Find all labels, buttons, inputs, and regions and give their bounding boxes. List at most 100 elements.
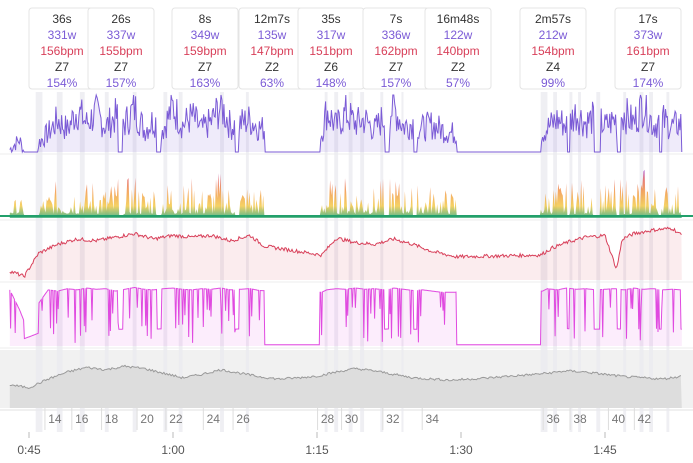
interval-card[interactable]: 35s 317w 151bpm Z6 148% <box>297 7 365 90</box>
lap-label: 24 <box>207 412 221 426</box>
interval-band <box>596 92 601 432</box>
interval-card[interactable]: 26s 337w 155bpm Z7 157% <box>87 7 155 90</box>
interval-card-box <box>87 7 155 90</box>
interval-cards: 36s 331w 156bpm Z7 154% 26s 337w 155bpm Z7 157% 8s… <box>28 7 682 90</box>
lap-label: 36 <box>546 412 560 426</box>
interval-duration: 12m7s <box>254 12 290 26</box>
interval-power: 122w <box>444 28 473 42</box>
hr-zone-fill <box>9 169 682 218</box>
interval-card-box <box>424 7 492 90</box>
lap-label: 28 <box>321 412 335 426</box>
interval-band <box>348 92 353 432</box>
interval-hr: 140bpm <box>436 44 479 58</box>
interval-hr: 156bpm <box>40 44 83 58</box>
time-tick-label: 1:15 <box>305 443 329 457</box>
time-tick-label: 1:30 <box>449 443 473 457</box>
interval-band <box>639 92 644 432</box>
interval-hr: 161bpm <box>626 44 669 58</box>
interval-hr: 154bpm <box>531 44 574 58</box>
interval-hr: 162bpm <box>374 44 417 58</box>
interval-band <box>324 92 328 432</box>
interval-band <box>220 92 224 432</box>
interval-percent: 99% <box>541 76 565 90</box>
interval-percent: 148% <box>316 76 347 90</box>
interval-power: 373w <box>634 28 663 42</box>
lap-markers: 14 16 18 20 22 24 26 28 30 32 34 36 38 40 42 <box>44 408 652 430</box>
interval-band <box>245 92 249 432</box>
interval-card[interactable]: 36s 331w 156bpm Z7 154% <box>28 7 96 90</box>
interval-zone: Z7 <box>641 60 655 74</box>
interval-band <box>540 92 548 432</box>
interval-duration: 2m57s <box>535 12 571 26</box>
interval-power: 349w <box>191 28 220 42</box>
interval-band <box>649 92 653 432</box>
interval-power: 135w <box>258 28 287 42</box>
interval-band <box>360 92 365 432</box>
lap-label: 32 <box>386 412 400 426</box>
interval-card[interactable]: 2m57s 212w 154bpm Z4 99% <box>519 7 587 90</box>
lap-label: 38 <box>573 412 587 426</box>
time-tick-label: 1:00 <box>161 443 185 457</box>
interval-zone: Z4 <box>546 60 560 74</box>
interval-percent: 63% <box>260 76 284 90</box>
interval-percent: 174% <box>633 76 664 90</box>
interval-hr: 155bpm <box>99 44 142 58</box>
lap-label: 26 <box>236 412 250 426</box>
time-tick-label: 1:45 <box>593 443 617 457</box>
interval-zone: Z6 <box>324 60 338 74</box>
interval-card[interactable]: 17s 373w 161bpm Z7 174% <box>614 7 682 90</box>
interval-band <box>104 92 109 432</box>
interval-band <box>569 92 573 432</box>
interval-power: 317w <box>317 28 346 42</box>
interval-percent: 157% <box>381 76 412 90</box>
interval-zone: Z7 <box>55 60 69 74</box>
interval-power: 331w <box>48 28 77 42</box>
interval-band <box>553 92 557 432</box>
interval-percent: 163% <box>190 76 221 90</box>
interval-card[interactable]: 16m48s 122w 140bpm Z2 57% <box>424 7 492 90</box>
interval-duration: 26s <box>111 12 130 26</box>
hr-line <box>9 226 682 279</box>
interval-band <box>380 92 384 432</box>
lap-label: 34 <box>426 412 440 426</box>
cadence-line <box>9 287 682 346</box>
interval-duration: 17s <box>638 12 657 26</box>
interval-duration: 7s <box>390 12 403 26</box>
interval-card[interactable]: 8s 349w 159bpm Z7 163% <box>171 7 239 90</box>
time-axis: 0:45 1:00 1:15 1:30 1:45 <box>17 432 617 457</box>
power-fill <box>9 95 682 152</box>
series-layer <box>0 93 693 408</box>
interval-band <box>178 92 183 432</box>
interval-card-box <box>614 7 682 90</box>
interval-card-box <box>171 7 239 90</box>
lap-label: 14 <box>48 412 62 426</box>
interval-band <box>334 92 339 432</box>
interval-band <box>163 92 168 432</box>
interval-power: 336w <box>382 28 411 42</box>
lap-label: 18 <box>105 412 119 426</box>
lap-label: 30 <box>345 412 359 426</box>
interval-power: 337w <box>107 28 136 42</box>
altitude-fill <box>9 365 682 408</box>
interval-percent: 57% <box>446 76 470 90</box>
power-line <box>9 93 683 154</box>
interval-duration: 16m48s <box>437 12 480 26</box>
interval-hr: 147bpm <box>250 44 293 58</box>
interval-band <box>401 92 404 432</box>
interval-card[interactable]: 7s 336w 162bpm Z7 157% <box>362 7 430 90</box>
interval-band <box>578 92 581 432</box>
interval-band <box>35 92 43 432</box>
interval-band <box>132 92 137 432</box>
interval-card-box <box>519 7 587 90</box>
interval-duration: 35s <box>321 12 340 26</box>
lap-label: 22 <box>169 412 183 426</box>
lap-label: 42 <box>638 412 652 426</box>
interval-duration: 36s <box>52 12 71 26</box>
interval-band <box>79 92 85 432</box>
altitude-line <box>9 364 682 390</box>
hr-zone-lane <box>0 169 693 218</box>
lap-label: 16 <box>75 412 89 426</box>
interval-zone: Z2 <box>451 60 465 74</box>
interval-card[interactable]: 12m7s 135w 147bpm Z2 63% <box>238 7 306 90</box>
